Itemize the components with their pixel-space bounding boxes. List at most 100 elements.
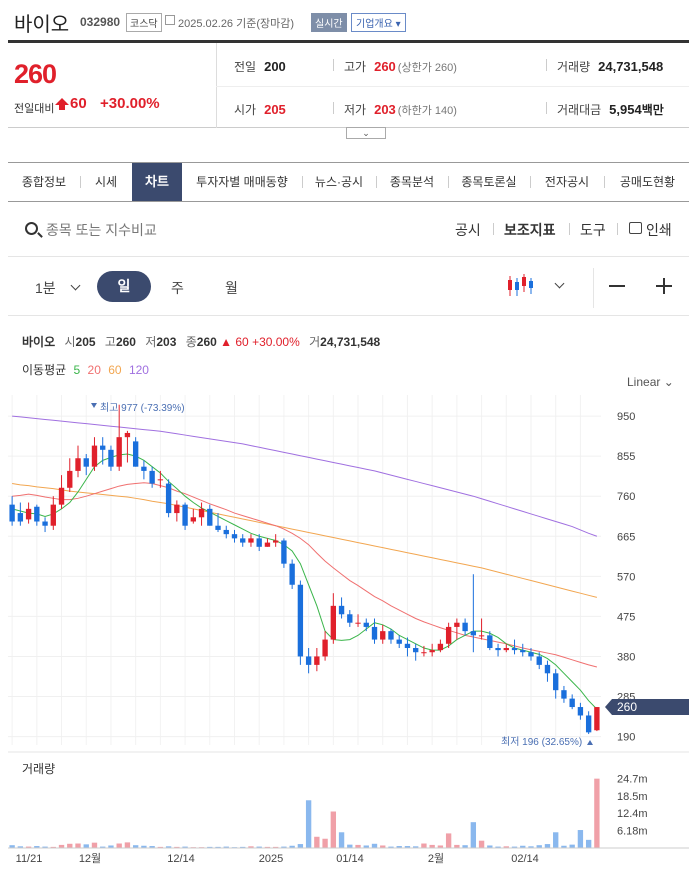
stock-code: 032980: [80, 15, 121, 29]
volume-bar: [330, 811, 337, 848]
stock-header: 바이오 032980 코스닥 2025.02.26 기준(장마감) 실시간 기업…: [0, 0, 689, 40]
price-tick-label: 380: [617, 651, 635, 663]
main-tabs: 종합정보 시세 차트 투자자별 매매동향 뉴스·공시 종목분석 종목토론실 전자…: [8, 162, 689, 202]
current-price-tag: [605, 699, 689, 716]
volume-bar: [553, 832, 559, 848]
compare-search-input[interactable]: [46, 219, 346, 241]
search-icon: [25, 222, 38, 235]
period-selector: 1분 일 주 월: [8, 258, 689, 316]
volume-bar: [305, 800, 312, 848]
company-overview-button[interactable]: 기업개요 ▾: [351, 13, 406, 32]
high-price: 고가 260 (상한가 260): [344, 59, 457, 74]
volume-bar: [454, 844, 460, 848]
tab-discussion[interactable]: 종목토론실: [461, 175, 517, 189]
volume-bar: [272, 846, 279, 848]
volume-bar: [83, 844, 89, 848]
candle: [413, 643, 419, 661]
candle: [83, 454, 89, 476]
candle: [495, 643, 501, 657]
date-tick-label: 12/14: [167, 853, 195, 865]
tab-news[interactable]: 뉴스·공시: [314, 175, 364, 189]
candle: [536, 652, 542, 670]
moving-average-legend[interactable]: 이동평균 5 20 60 120: [22, 363, 149, 377]
print-button[interactable]: 인쇄: [646, 222, 672, 238]
tab-short-selling[interactable]: 공매도현황: [619, 175, 676, 189]
date-tick-label: 02/14: [511, 853, 539, 865]
candle: [404, 637, 411, 657]
stock-name: 바이오: [14, 14, 70, 36]
volume-bar: [487, 845, 493, 848]
candle: [124, 430, 131, 463]
candle: [108, 445, 114, 471]
candle: [198, 502, 205, 526]
volume-bar: [116, 843, 122, 848]
volume-bar: [215, 846, 221, 848]
volume-bar: [338, 832, 345, 848]
tab-disclosure[interactable]: 전자공시: [544, 175, 590, 189]
candle: [585, 711, 592, 735]
ohlc-info: 바이오 시205 고260 저203 종260 ▲ 60 +30.00% 거24…: [22, 335, 381, 349]
volume-bar: [544, 844, 551, 848]
notice-button[interactable]: 공시: [455, 222, 481, 238]
prev-close: 전일 200: [234, 59, 286, 74]
zoom-out-button[interactable]: [609, 285, 625, 287]
volume-bar: [594, 778, 600, 848]
candle: [454, 618, 460, 640]
tab-analysis[interactable]: 종목분석: [389, 175, 435, 189]
candle: [25, 502, 32, 524]
candle: [437, 639, 444, 653]
volume-bar: [478, 840, 485, 848]
print-icon: [629, 222, 642, 234]
candle: [149, 466, 155, 488]
candle: [594, 707, 600, 732]
price-tick-label: 190: [617, 732, 635, 744]
candle: [544, 660, 551, 682]
candle: [487, 631, 493, 651]
candle: [577, 702, 584, 720]
volume-bar: [380, 845, 386, 848]
volume-bar: [314, 836, 320, 848]
ma20-line: [12, 482, 598, 668]
tab-overview[interactable]: 종합정보: [21, 175, 67, 189]
candle: [17, 502, 24, 526]
volume-bar: [223, 846, 229, 848]
volume-bar: [297, 844, 304, 848]
candle: [190, 508, 196, 524]
tab-investor-trends[interactable]: 투자자별 매매동향: [196, 175, 288, 189]
candle: [380, 624, 386, 644]
period-day-button[interactable]: 일: [97, 271, 151, 302]
candle: [363, 618, 369, 632]
candle: [75, 445, 81, 478]
tab-quotes[interactable]: 시세: [94, 175, 118, 189]
chevron-down-icon: ⌄: [362, 128, 370, 138]
volume-bar: [50, 846, 56, 848]
volume-bar: [240, 846, 246, 848]
volume-bar: [413, 846, 419, 848]
candle: [207, 504, 213, 526]
volume-bar: [174, 846, 180, 848]
candle: [429, 643, 435, 657]
candlestick-icon[interactable]: [506, 274, 534, 298]
open-price: 시가 205: [234, 102, 286, 117]
scale-select[interactable]: Linear ⌄: [627, 375, 674, 389]
ma60-line: [12, 483, 598, 598]
volume-bar: [322, 838, 328, 848]
volume-bar: [34, 846, 40, 848]
tab-chart[interactable]: 차트: [132, 163, 182, 201]
tools-button[interactable]: 도구: [580, 222, 606, 238]
expand-toggle-button[interactable]: ⌄: [346, 127, 386, 139]
realtime-button[interactable]: 실시간: [311, 13, 347, 32]
zoom-in-button[interactable]: [656, 279, 672, 292]
volume-tick-label: 18.5m: [617, 791, 648, 803]
period-week-button[interactable]: 주: [171, 280, 184, 296]
candle: [462, 618, 468, 636]
candle: [528, 648, 534, 661]
candle: [445, 622, 452, 649]
volume-bar: [569, 844, 575, 848]
period-month-button[interactable]: 월: [225, 280, 238, 296]
candle: [553, 669, 559, 699]
candle: [511, 639, 518, 655]
indicator-button[interactable]: 보조지표: [504, 222, 556, 238]
period-minute-select[interactable]: 1분: [35, 280, 56, 296]
